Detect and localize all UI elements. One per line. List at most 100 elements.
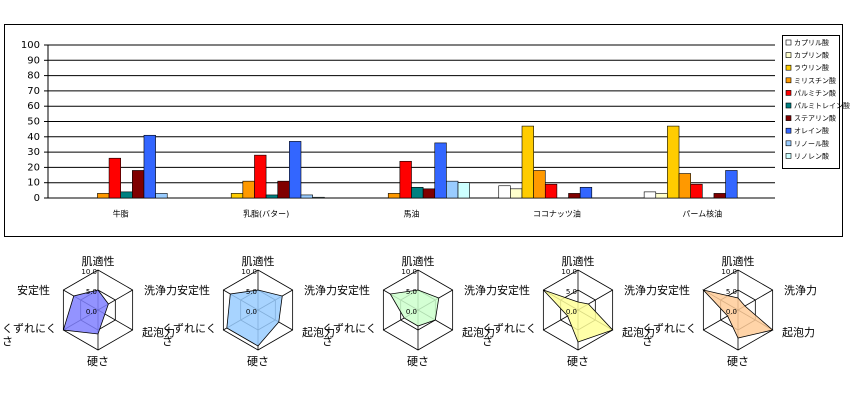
y-tick-label: 20 [27,162,40,173]
legend-box [782,35,840,169]
bar [667,125,680,199]
legend-swatch [785,127,792,134]
radar-area [389,289,440,327]
y-tick-label: 10 [27,178,40,189]
grid-ring [222,269,294,351]
bar [422,188,436,199]
r-tick-label: 0.0 [566,308,577,316]
bar [300,194,313,199]
bar [97,193,110,199]
radar-axis-label: 洗浄力 [784,284,817,297]
legend-swatch [785,39,792,46]
radar-axis-label: 洗浄力 [464,284,497,297]
bar [387,193,401,199]
legend-swatch [785,102,792,109]
x-tick-label: 牛脂 [113,209,129,219]
radar-area [702,289,774,339]
r-tick-label: 5.0 [566,288,577,296]
y-tick-label: 90 [27,55,40,66]
radar-axis-label: 硬さ [727,355,749,368]
radar-axis-label: 安定性 [497,284,530,297]
y-tick-label: 60 [27,101,40,112]
radar-axis-label: 起泡力 [622,326,655,339]
r-tick-label: 10.0 [241,268,257,276]
y-tick-label: 100 [21,40,40,51]
radar-area [226,289,283,347]
bar [312,196,325,199]
legend-label: リノレン酸 [794,151,829,160]
radar-axis-label: 肌適性 [241,255,275,268]
radar-axis-label: 硬さ [247,355,269,368]
bar [498,185,511,199]
bar [242,180,255,199]
radar-axis-label: 肌適性 [401,255,435,268]
r-tick-label: 5.0 [406,288,417,296]
legend-label: ミリスチン酸 [794,76,836,85]
legend-label: ラウリン酸 [794,63,829,72]
radar-axis-label: 洗浄力 [624,284,657,297]
bar [230,193,244,199]
radar-area [543,289,614,343]
bar [434,142,447,199]
r-tick-label: 10.0 [561,268,577,276]
legend-label: オレイン酸 [794,126,829,135]
bar [568,193,581,199]
y-tick-label: 0 [34,193,40,204]
bar [690,183,703,199]
radar-axis-label: 硬さ [87,355,109,368]
r-tick-label: 5.0 [246,288,257,296]
x-tick-label: 乳脂(バター) [243,209,289,219]
legend-swatch [785,90,792,96]
x-tick-label: パーム核油 [682,209,722,219]
radar-axis-label: くずれにくさ [322,322,377,348]
bar [277,180,290,199]
r-tick-label: 0.0 [406,308,417,316]
bar [579,186,593,199]
y-tick-label: 30 [27,147,40,158]
radar-axis-label: 安定性 [337,284,370,297]
y-tick-label: 80 [27,71,40,82]
bar [533,170,546,199]
legend-label: ステアリン酸 [794,114,836,123]
legend-swatch [785,77,792,84]
r-tick-label: 0.0 [726,308,737,316]
grid-ring [382,269,454,351]
r-tick-label: 0.0 [246,308,257,316]
bar [678,173,691,199]
bar [108,157,122,199]
r-tick-label: 10.0 [401,268,417,276]
r-tick-label: 5.0 [726,288,737,296]
radar-axis-label: くずれにくさ [482,322,537,348]
radar-axis-label: 硬さ [407,355,429,368]
chart-frame [4,24,843,237]
r-tick-label: 10.0 [81,268,97,276]
legend-swatch [785,64,792,71]
legend-label: カプリン酸 [794,51,829,60]
r-tick-label: 0.0 [86,308,97,316]
bar [457,182,470,199]
bar [643,191,657,199]
r-tick-label: 5.0 [86,288,97,296]
y-tick-label: 50 [27,117,40,128]
x-tick-label: ココナッツ油 [533,209,581,219]
y-tick-label: 70 [27,86,40,97]
bar [544,183,558,199]
bar [521,125,534,199]
radar-axis-label: くずれにくさ [2,322,57,348]
legend-label: パルミトレイン酸 [794,101,850,110]
radar-axis-label: 硬さ [567,355,589,368]
radar-axis-label: 起泡力 [142,326,175,339]
legend-swatch [785,153,792,159]
bar [265,194,279,199]
bar [399,160,412,199]
radar-axis-label: くずれにくさ [642,322,697,348]
radar-axis-label: 洗浄力 [144,284,177,297]
radar-axis-label: 安定性 [17,284,50,297]
legend-swatch [785,140,792,147]
x-tick-label: 馬油 [404,209,420,219]
r-tick-label: 10.0 [721,268,737,276]
bar [120,191,133,199]
radar-area [62,289,109,335]
